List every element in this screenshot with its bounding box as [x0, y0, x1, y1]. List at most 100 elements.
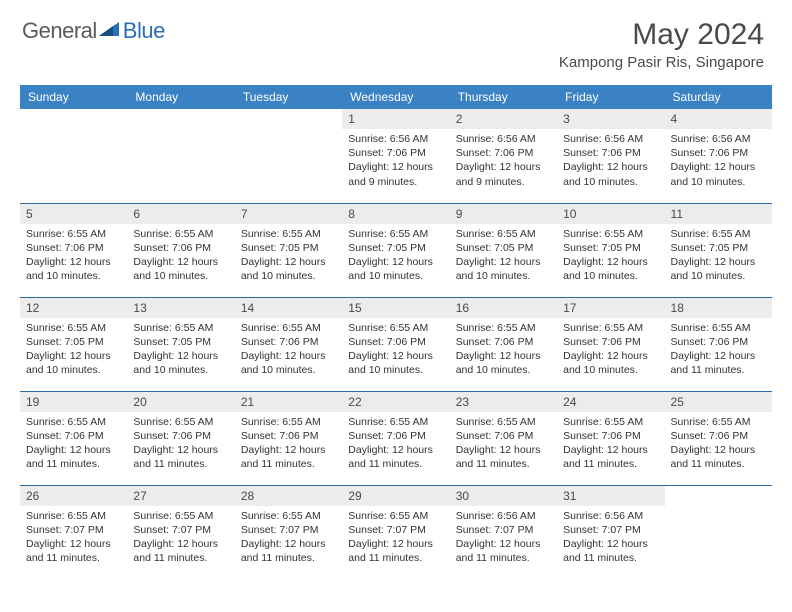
logo: General Blue [22, 18, 165, 44]
day-content: Sunrise: 6:56 AMSunset: 7:06 PMDaylight:… [450, 129, 557, 193]
day-content: Sunrise: 6:55 AMSunset: 7:06 PMDaylight:… [342, 412, 449, 476]
day-header: Sunday [20, 85, 127, 109]
day-cell: 19Sunrise: 6:55 AMSunset: 7:06 PMDayligh… [20, 391, 127, 485]
day-cell: 8Sunrise: 6:55 AMSunset: 7:05 PMDaylight… [342, 203, 449, 297]
day-content: Sunrise: 6:55 AMSunset: 7:06 PMDaylight:… [450, 412, 557, 476]
day-content: Sunrise: 6:55 AMSunset: 7:06 PMDaylight:… [665, 318, 772, 382]
day-cell: 1Sunrise: 6:56 AMSunset: 7:06 PMDaylight… [342, 109, 449, 203]
day-header: Monday [127, 85, 234, 109]
day-number: 24 [557, 392, 664, 412]
day-cell: 13Sunrise: 6:55 AMSunset: 7:05 PMDayligh… [127, 297, 234, 391]
day-cell: 2Sunrise: 6:56 AMSunset: 7:06 PMDaylight… [450, 109, 557, 203]
day-cell: 9Sunrise: 6:55 AMSunset: 7:05 PMDaylight… [450, 203, 557, 297]
day-number: 6 [127, 204, 234, 224]
day-header: Thursday [450, 85, 557, 109]
triangle-icon [99, 20, 121, 43]
day-cell: 5Sunrise: 6:55 AMSunset: 7:06 PMDaylight… [20, 203, 127, 297]
day-cell: 21Sunrise: 6:55 AMSunset: 7:06 PMDayligh… [235, 391, 342, 485]
day-number: 13 [127, 298, 234, 318]
day-content: Sunrise: 6:55 AMSunset: 7:06 PMDaylight:… [235, 318, 342, 382]
week-row: 12Sunrise: 6:55 AMSunset: 7:05 PMDayligh… [20, 297, 772, 391]
day-number: 31 [557, 486, 664, 506]
day-cell: 30Sunrise: 6:56 AMSunset: 7:07 PMDayligh… [450, 485, 557, 579]
day-cell: 27Sunrise: 6:55 AMSunset: 7:07 PMDayligh… [127, 485, 234, 579]
day-cell: 15Sunrise: 6:55 AMSunset: 7:06 PMDayligh… [342, 297, 449, 391]
day-cell [127, 109, 234, 203]
day-number: 22 [342, 392, 449, 412]
day-number: 19 [20, 392, 127, 412]
day-cell: 7Sunrise: 6:55 AMSunset: 7:05 PMDaylight… [235, 203, 342, 297]
day-content: Sunrise: 6:55 AMSunset: 7:06 PMDaylight:… [127, 412, 234, 476]
day-content: Sunrise: 6:55 AMSunset: 7:07 PMDaylight:… [342, 506, 449, 570]
day-content: Sunrise: 6:55 AMSunset: 7:06 PMDaylight:… [557, 318, 664, 382]
day-content: Sunrise: 6:55 AMSunset: 7:05 PMDaylight:… [20, 318, 127, 382]
day-content: Sunrise: 6:55 AMSunset: 7:07 PMDaylight:… [127, 506, 234, 570]
day-number: 15 [342, 298, 449, 318]
day-number: 1 [342, 109, 449, 129]
day-header: Friday [557, 85, 664, 109]
day-header: Tuesday [235, 85, 342, 109]
week-row: 1Sunrise: 6:56 AMSunset: 7:06 PMDaylight… [20, 109, 772, 203]
day-number: 7 [235, 204, 342, 224]
day-cell: 31Sunrise: 6:56 AMSunset: 7:07 PMDayligh… [557, 485, 664, 579]
day-content: Sunrise: 6:56 AMSunset: 7:06 PMDaylight:… [665, 129, 772, 193]
day-content: Sunrise: 6:55 AMSunset: 7:06 PMDaylight:… [20, 224, 127, 288]
day-cell: 4Sunrise: 6:56 AMSunset: 7:06 PMDaylight… [665, 109, 772, 203]
day-cell: 28Sunrise: 6:55 AMSunset: 7:07 PMDayligh… [235, 485, 342, 579]
week-row: 26Sunrise: 6:55 AMSunset: 7:07 PMDayligh… [20, 485, 772, 579]
day-number: 17 [557, 298, 664, 318]
day-content: Sunrise: 6:55 AMSunset: 7:07 PMDaylight:… [20, 506, 127, 570]
day-number: 23 [450, 392, 557, 412]
day-cell: 25Sunrise: 6:55 AMSunset: 7:06 PMDayligh… [665, 391, 772, 485]
day-content: Sunrise: 6:55 AMSunset: 7:06 PMDaylight:… [665, 412, 772, 476]
day-number: 14 [235, 298, 342, 318]
day-number: 28 [235, 486, 342, 506]
day-content: Sunrise: 6:55 AMSunset: 7:06 PMDaylight:… [20, 412, 127, 476]
day-content: Sunrise: 6:55 AMSunset: 7:05 PMDaylight:… [557, 224, 664, 288]
day-number: 3 [557, 109, 664, 129]
day-cell: 12Sunrise: 6:55 AMSunset: 7:05 PMDayligh… [20, 297, 127, 391]
day-number: 27 [127, 486, 234, 506]
day-number: 8 [342, 204, 449, 224]
day-number: 11 [665, 204, 772, 224]
day-cell [235, 109, 342, 203]
day-cell: 26Sunrise: 6:55 AMSunset: 7:07 PMDayligh… [20, 485, 127, 579]
day-number: 10 [557, 204, 664, 224]
day-cell: 16Sunrise: 6:55 AMSunset: 7:06 PMDayligh… [450, 297, 557, 391]
day-content: Sunrise: 6:56 AMSunset: 7:06 PMDaylight:… [557, 129, 664, 193]
day-content: Sunrise: 6:56 AMSunset: 7:07 PMDaylight:… [450, 506, 557, 570]
day-content: Sunrise: 6:55 AMSunset: 7:05 PMDaylight:… [665, 224, 772, 288]
day-content: Sunrise: 6:55 AMSunset: 7:05 PMDaylight:… [342, 224, 449, 288]
day-cell: 24Sunrise: 6:55 AMSunset: 7:06 PMDayligh… [557, 391, 664, 485]
day-cell: 11Sunrise: 6:55 AMSunset: 7:05 PMDayligh… [665, 203, 772, 297]
day-content: Sunrise: 6:55 AMSunset: 7:05 PMDaylight:… [235, 224, 342, 288]
day-header-row: Sunday Monday Tuesday Wednesday Thursday… [20, 85, 772, 109]
calendar-table: Sunday Monday Tuesday Wednesday Thursday… [20, 85, 772, 579]
day-cell: 14Sunrise: 6:55 AMSunset: 7:06 PMDayligh… [235, 297, 342, 391]
location-text: Kampong Pasir Ris, Singapore [559, 54, 764, 71]
day-cell: 18Sunrise: 6:55 AMSunset: 7:06 PMDayligh… [665, 297, 772, 391]
week-row: 5Sunrise: 6:55 AMSunset: 7:06 PMDaylight… [20, 203, 772, 297]
day-cell: 23Sunrise: 6:55 AMSunset: 7:06 PMDayligh… [450, 391, 557, 485]
day-content: Sunrise: 6:55 AMSunset: 7:06 PMDaylight:… [235, 412, 342, 476]
day-cell: 22Sunrise: 6:55 AMSunset: 7:06 PMDayligh… [342, 391, 449, 485]
day-content: Sunrise: 6:55 AMSunset: 7:06 PMDaylight:… [127, 224, 234, 288]
logo-text-blue: Blue [123, 18, 165, 44]
day-content: Sunrise: 6:55 AMSunset: 7:05 PMDaylight:… [127, 318, 234, 382]
day-header: Saturday [665, 85, 772, 109]
page-header: General Blue May 2024 Kampong Pasir Ris,… [0, 0, 792, 79]
day-cell [20, 109, 127, 203]
day-content: Sunrise: 6:55 AMSunset: 7:07 PMDaylight:… [235, 506, 342, 570]
week-row: 19Sunrise: 6:55 AMSunset: 7:06 PMDayligh… [20, 391, 772, 485]
day-cell: 6Sunrise: 6:55 AMSunset: 7:06 PMDaylight… [127, 203, 234, 297]
day-cell: 10Sunrise: 6:55 AMSunset: 7:05 PMDayligh… [557, 203, 664, 297]
day-number: 21 [235, 392, 342, 412]
day-number: 25 [665, 392, 772, 412]
day-content: Sunrise: 6:56 AMSunset: 7:06 PMDaylight:… [342, 129, 449, 193]
day-number: 20 [127, 392, 234, 412]
day-number: 29 [342, 486, 449, 506]
day-number: 18 [665, 298, 772, 318]
day-header: Wednesday [342, 85, 449, 109]
day-cell: 29Sunrise: 6:55 AMSunset: 7:07 PMDayligh… [342, 485, 449, 579]
title-block: May 2024 Kampong Pasir Ris, Singapore [559, 18, 764, 71]
